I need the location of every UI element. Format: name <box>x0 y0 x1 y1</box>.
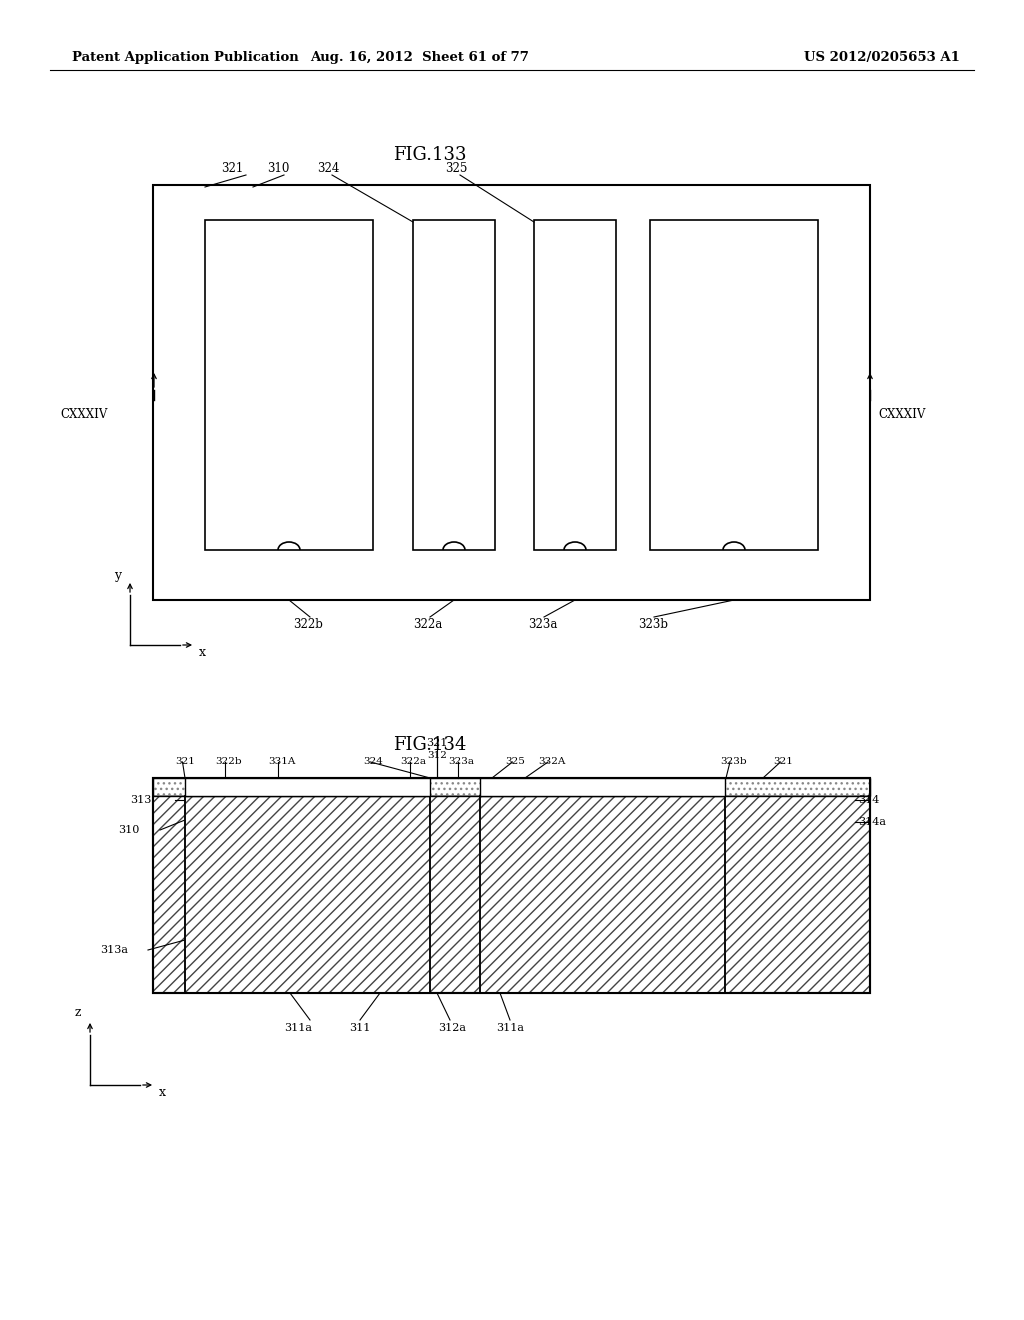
Bar <box>413 220 495 550</box>
Bar <box>185 796 430 993</box>
Text: 312: 312 <box>427 751 446 760</box>
Bar <box>153 777 870 993</box>
Text: 322b: 322b <box>293 618 323 631</box>
Text: 321: 321 <box>773 758 793 767</box>
Text: 323a: 323a <box>528 618 558 631</box>
Bar <box>185 796 430 993</box>
Text: 332A: 332A <box>538 758 565 767</box>
Text: 323a: 323a <box>449 758 474 767</box>
Bar <box>650 220 818 550</box>
Bar <box>480 796 725 993</box>
Bar <box>205 220 373 550</box>
Text: FIG.134: FIG.134 <box>393 737 467 754</box>
Text: 324: 324 <box>316 161 339 174</box>
Text: 310: 310 <box>118 825 139 836</box>
Text: 312a: 312a <box>438 1023 466 1034</box>
Bar <box>153 185 870 601</box>
Text: 321: 321 <box>426 738 447 748</box>
Text: 313: 313 <box>130 795 152 805</box>
Text: CXXXIV: CXXXIV <box>60 408 108 421</box>
Text: 321: 321 <box>175 758 195 767</box>
Bar <box>480 796 725 993</box>
Text: 325: 325 <box>505 758 525 767</box>
Text: z: z <box>75 1006 81 1019</box>
Text: 331A: 331A <box>268 758 295 767</box>
Text: 324: 324 <box>362 758 383 767</box>
Text: FIG.133: FIG.133 <box>393 147 467 164</box>
Text: x: x <box>199 647 206 660</box>
Text: 311a: 311a <box>496 1023 524 1034</box>
Text: 311a: 311a <box>284 1023 312 1034</box>
Bar <box>153 777 870 796</box>
Text: 322b: 322b <box>215 758 242 767</box>
Text: 310: 310 <box>267 161 289 174</box>
Text: 311: 311 <box>349 1023 371 1034</box>
Text: 325: 325 <box>444 161 467 174</box>
Bar <box>153 777 870 796</box>
Text: 321: 321 <box>221 161 243 174</box>
Text: x: x <box>159 1086 166 1100</box>
Text: 314a: 314a <box>858 817 886 828</box>
Bar <box>534 220 616 550</box>
Text: 322a: 322a <box>414 618 442 631</box>
Text: 314: 314 <box>858 795 880 805</box>
Bar <box>480 777 725 796</box>
Text: 322a: 322a <box>400 758 426 767</box>
Text: 323b: 323b <box>638 618 668 631</box>
Text: Aug. 16, 2012  Sheet 61 of 77: Aug. 16, 2012 Sheet 61 of 77 <box>310 51 529 65</box>
Text: Patent Application Publication: Patent Application Publication <box>72 51 299 65</box>
Text: US 2012/0205653 A1: US 2012/0205653 A1 <box>804 51 961 65</box>
Bar <box>153 777 870 993</box>
Text: CXXXIV: CXXXIV <box>878 408 926 421</box>
Text: y: y <box>115 569 122 582</box>
Text: 323b: 323b <box>720 758 746 767</box>
Bar <box>185 777 430 796</box>
Text: 313a: 313a <box>100 945 128 954</box>
